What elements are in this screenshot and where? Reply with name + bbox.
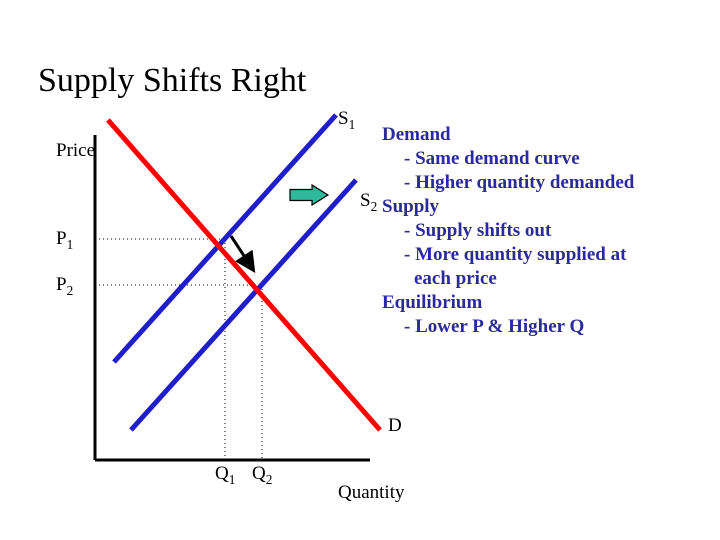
explanation-line: - Supply shifts out <box>382 219 634 243</box>
y-axis-label: Price <box>56 140 95 162</box>
explanation-line: - Lower P & Higher Q <box>382 315 634 339</box>
x-axis-label: Quantity <box>338 482 405 504</box>
shift-arrow-icon <box>290 185 328 205</box>
price-tick-p2: P2 <box>56 274 73 299</box>
qty-tick-q2: Q2 <box>252 463 272 488</box>
demand-label: D <box>388 415 402 437</box>
explanation-line: Supply <box>382 195 634 219</box>
explanation-line: each price <box>382 267 634 291</box>
qty-tick-q1: Q1 <box>215 463 235 488</box>
supply2-label: S2 <box>360 190 377 215</box>
explanation-line: - Higher quantity demanded <box>382 171 634 195</box>
explanation-line: - Same demand curve <box>382 147 634 171</box>
demand-curve <box>108 120 380 430</box>
explanation-text: Demand- Same demand curve- Higher quanti… <box>382 123 634 339</box>
explanation-line: - More quantity supplied at <box>382 243 634 267</box>
supply1-label: S1 <box>338 108 355 133</box>
price-tick-p1: P1 <box>56 228 73 253</box>
explanation-line: Equilibrium <box>382 291 634 315</box>
explanation-line: Demand <box>382 123 634 147</box>
